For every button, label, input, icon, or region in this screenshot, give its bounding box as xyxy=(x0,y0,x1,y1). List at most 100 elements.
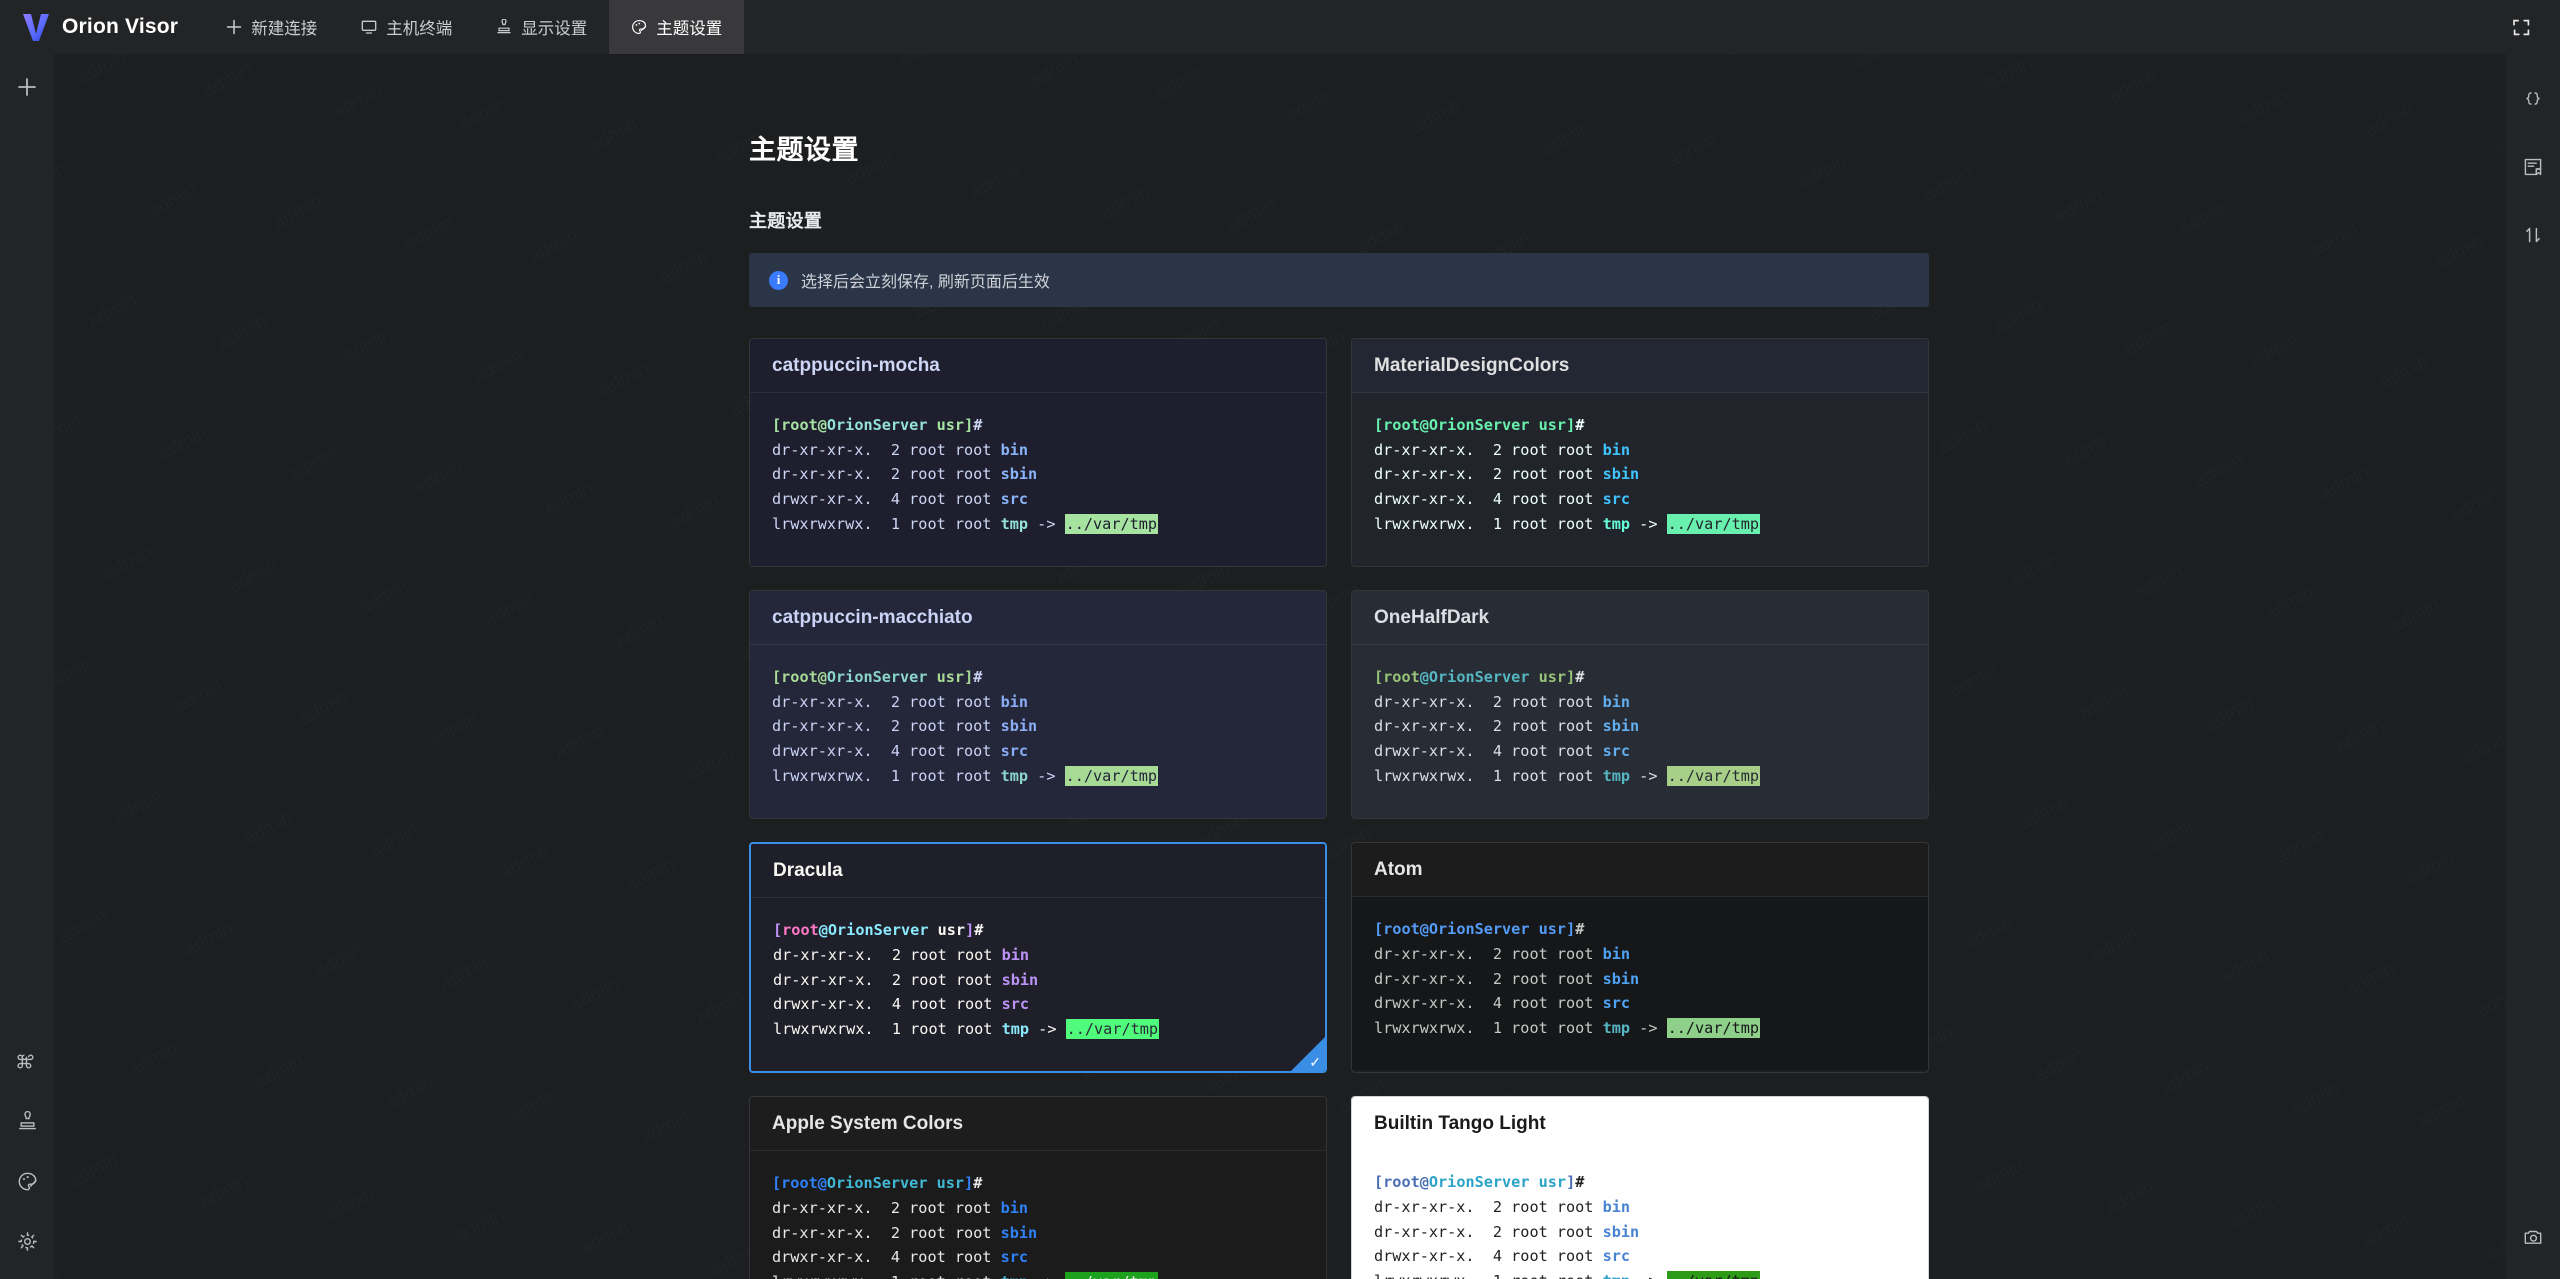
terminal-listing-row: dr-xr-xr-x. 2 root root bin xyxy=(772,440,1029,459)
command-palette-button[interactable] xyxy=(8,1045,46,1083)
theme-card[interactable]: Atom [root@OrionServer usr]# dr-xr-xr-x. 2… xyxy=(1351,842,1929,1074)
bookmark-note-icon xyxy=(2523,157,2543,182)
monitor-icon xyxy=(361,19,377,35)
theme-terminal-preview: [root@OrionServer usr]# dr-xr-xr-x. 2 roo… xyxy=(751,898,1325,1072)
terminal-listing-row: lrwxrwxrwx. 1 root root tmp -> ../var/tm… xyxy=(772,765,1159,786)
settings-button[interactable] xyxy=(8,1225,46,1263)
terminal-listing-row: dr-xr-xr-x. 2 root root bin xyxy=(1374,944,1631,963)
theme-terminal-preview: [root@OrionServer usr]# dr-xr-xr-x. 2 roo… xyxy=(1352,645,1928,819)
terminal-listing-row: lrwxrwxrwx. 1 root root tmp -> ../var/tm… xyxy=(772,1270,1304,1279)
terminal-listing-row: lrwxrwxrwx. 1 root root tmp -> ../var/tm… xyxy=(773,1018,1160,1039)
terminal-listing-row: dr-xr-xr-x. 2 root root bin xyxy=(772,1199,1029,1217)
theme-grid: catppuccin-mocha [root@OrionServer usr]# d… xyxy=(749,338,1929,1279)
theme-terminal-preview: [root@OrionServer usr]# dr-xr-xr-x. 2 roo… xyxy=(750,393,1326,567)
theme-settings-button[interactable] xyxy=(8,1165,46,1203)
terminal-listing-row: drwxr-xr-x. 4 root root src xyxy=(1374,1247,1631,1266)
terminal-prompt-line: [root@OrionServer usr]# xyxy=(1374,416,1585,434)
screenshot-button[interactable] xyxy=(2514,1221,2552,1259)
stamp-icon xyxy=(17,1110,38,1137)
theme-card[interactable]: MaterialDesignColors [root@OrionServer us… xyxy=(1351,338,1929,568)
new-connection-button[interactable] xyxy=(8,70,46,108)
brand: Orion Visor xyxy=(0,0,204,54)
v-logo-icon xyxy=(22,12,50,42)
terminal-listing-row: dr-xr-xr-x. 2 root root bin xyxy=(1374,1198,1631,1216)
tab-label: 主机终端 xyxy=(386,20,453,38)
theme-card[interactable]: catppuccin-mocha [root@OrionServer usr]# d… xyxy=(749,338,1327,568)
camera-icon xyxy=(2523,1227,2544,1253)
terminal-listing-row: lrwxrwxrwx. 1 root root tmp -> ../var/tm… xyxy=(1374,1269,1906,1279)
terminal-listing-row: dr-xr-xr-x. 2 root root sbin xyxy=(1374,969,1640,988)
terminal-listing-row: lrwxrwxrwx. 1 root root tmp -> ../var/tm… xyxy=(1374,1017,1761,1038)
command-icon xyxy=(16,1051,38,1077)
terminal-prompt-line: [root@OrionServer usr]# xyxy=(772,668,983,687)
saved-commands-button[interactable] xyxy=(2514,150,2552,188)
terminal-prompt-line: [root@OrionServer usr]# xyxy=(1374,668,1585,687)
terminal-prompt-line: [root@OrionServer usr]# xyxy=(772,416,983,434)
palette-icon xyxy=(17,1171,38,1197)
terminal-listing-row: dr-xr-xr-x. 2 root root sbin xyxy=(1374,1222,1640,1241)
theme-card[interactable]: OneHalfDark [root@OrionServer usr]# dr-xr-… xyxy=(1351,590,1929,820)
terminal-listing-row: dr-xr-xr-x. 2 root root bin xyxy=(1374,440,1631,459)
palette-icon xyxy=(631,19,647,35)
terminal-prompt-line: [root@OrionServer usr]# xyxy=(1374,1173,1585,1192)
theme-card-title: Builtin Tango Light xyxy=(1352,1097,1928,1151)
terminal-listing-row: drwxr-xr-x. 4 root root src xyxy=(773,995,1030,1014)
left-rail-bottom xyxy=(8,1045,46,1263)
terminal-listing-row: drwxr-xr-x. 4 root root src xyxy=(772,489,1029,508)
info-icon: i xyxy=(769,270,788,290)
body-row: admin admin 主题设置 主题设置 i 选择后会立刻保存, 刷新页面后生… xyxy=(0,54,2560,1279)
right-rail-top xyxy=(2514,82,2552,256)
theme-card[interactable]: Builtin Tango Light [root@OrionServer usr… xyxy=(1351,1096,1929,1279)
page-title: 主题设置 xyxy=(749,135,859,165)
transfer-arrows-icon xyxy=(2523,225,2543,250)
tab-label: 新建连接 xyxy=(251,20,318,38)
theme-terminal-preview: [root@OrionServer usr]# dr-xr-xr-x. 2 roo… xyxy=(750,1151,1326,1279)
check-icon: ✓ xyxy=(1309,1054,1321,1071)
tab-display-settings[interactable]: 显示设置 xyxy=(474,0,609,54)
theme-terminal-preview: [root@OrionServer usr]# dr-xr-xr-x. 2 roo… xyxy=(1352,1150,1928,1279)
terminal-listing-row: lrwxrwxrwx. 1 root root tmp -> ../var/tm… xyxy=(1374,765,1761,786)
tab-new-connection[interactable]: 新建连接 xyxy=(204,0,339,54)
terminal-listing-row: lrwxrwxrwx. 1 root root tmp -> ../var/tm… xyxy=(1374,513,1761,534)
page-content: 主题设置 主题设置 i 选择后会立刻保存, 刷新页面后生效 catppuccin… xyxy=(54,54,2506,1279)
main-content: admin admin 主题设置 主题设置 i 选择后会立刻保存, 刷新页面后生… xyxy=(54,54,2506,1279)
tab-host-terminal[interactable]: 主机终端 xyxy=(339,0,474,54)
terminal-listing-row: dr-xr-xr-x. 2 root root sbin xyxy=(772,465,1038,484)
right-rail xyxy=(2506,54,2560,1279)
header-actions xyxy=(2504,0,2560,54)
app-header: Orion Visor 新建连接 主机终端 xyxy=(0,0,2560,54)
terminal-listing-row: dr-xr-xr-x. 2 root root sbin xyxy=(772,717,1038,736)
file-transfer-button[interactable] xyxy=(2514,218,2552,256)
terminal-listing-row: dr-xr-xr-x. 2 root root sbin xyxy=(1374,717,1640,736)
theme-card-title: catppuccin-mocha xyxy=(750,339,1326,393)
theme-card-title: OneHalfDark xyxy=(1352,591,1928,646)
terminal-listing-row: drwxr-xr-x. 4 root root src xyxy=(1374,742,1631,760)
plus-icon xyxy=(16,76,38,103)
plus-icon xyxy=(226,19,242,35)
terminal-listing-row: drwxr-xr-x. 4 root root src xyxy=(1374,994,1631,1013)
theme-terminal-preview: [root@OrionServer usr]# dr-xr-xr-x. 2 roo… xyxy=(1352,897,1928,1071)
left-rail xyxy=(0,54,54,1279)
theme-card-title: catppuccin-macchiato xyxy=(750,591,1326,646)
theme-card-title: Apple System Colors xyxy=(750,1097,1326,1152)
theme-card[interactable]: catppuccin-macchiato [root@OrionServer us… xyxy=(749,590,1327,820)
info-banner-text: 选择后会立刻保存, 刷新页面后生效 xyxy=(801,274,1050,291)
tab-label: 显示设置 xyxy=(521,20,588,38)
tab-label: 主题设置 xyxy=(656,20,723,38)
info-banner: i 选择后会立刻保存, 刷新页面后生效 xyxy=(749,253,1929,307)
header-spacer xyxy=(744,0,2504,54)
theme-card[interactable]: Dracula [root@OrionServer usr]# dr-xr-xr-x… xyxy=(749,842,1327,1074)
tab-theme-settings[interactable]: 主题设置 xyxy=(609,0,745,54)
gear-icon xyxy=(17,1231,38,1257)
terminal-prompt-line: [root@OrionServer usr]# xyxy=(772,1174,983,1193)
display-settings-button[interactable] xyxy=(8,1105,46,1143)
theme-card[interactable]: Apple System Colors [root@OrionServer usr… xyxy=(749,1096,1327,1279)
terminal-listing-row: dr-xr-xr-x. 2 root root bin xyxy=(1374,692,1631,711)
terminal-listing-row: dr-xr-xr-x. 2 root root sbin xyxy=(773,970,1039,989)
code-snippets-button[interactable] xyxy=(2514,82,2552,120)
fullscreen-expand-icon[interactable] xyxy=(2504,10,2538,44)
terminal-prompt-line: [root@OrionServer usr]# xyxy=(773,921,984,940)
theme-card-title: Atom xyxy=(1352,843,1928,898)
theme-terminal-preview: [root@OrionServer usr]# dr-xr-xr-x. 2 roo… xyxy=(750,645,1326,819)
